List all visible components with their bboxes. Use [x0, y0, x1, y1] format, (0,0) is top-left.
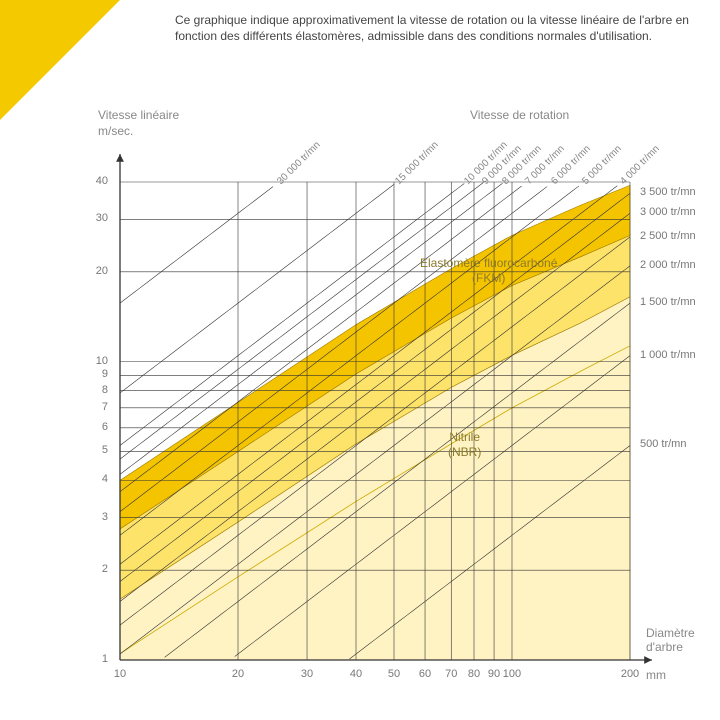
- y-tick: 7: [78, 401, 108, 413]
- y-tick: 8: [78, 384, 108, 396]
- rpm-label: 3 500 tr/mn: [640, 186, 696, 198]
- x-tick: 80: [468, 668, 480, 680]
- y-tick: 4: [78, 473, 108, 485]
- region-label-nbr: Nitrile(NBR): [448, 430, 481, 460]
- rpm-label: 1 000 tr/mn: [640, 349, 696, 361]
- x-tick: 70: [445, 668, 457, 680]
- speed-chart: [0, 0, 720, 720]
- rpm-label: 500 tr/mn: [640, 438, 686, 450]
- region-label-fkm: Elastomère fluorocarboné(FKM): [420, 256, 557, 286]
- y-tick: 2: [78, 563, 108, 575]
- y-tick: 10: [78, 355, 108, 367]
- x-tick: 200: [621, 668, 639, 680]
- x-tick: 90: [488, 668, 500, 680]
- x-tick: 30: [301, 668, 313, 680]
- y-tick: 30: [78, 212, 108, 224]
- rpm-label: 2 000 tr/mn: [640, 259, 696, 271]
- x-tick: 100: [503, 668, 521, 680]
- y-tick: 40: [78, 175, 108, 187]
- rpm-label: 3 000 tr/mn: [640, 206, 696, 218]
- y-tick: 20: [78, 265, 108, 277]
- y-tick: 9: [78, 368, 108, 380]
- x-tick: 60: [419, 668, 431, 680]
- y-tick: 5: [78, 444, 108, 456]
- rpm-label: 2 500 tr/mn: [640, 230, 696, 242]
- x-tick: 40: [350, 668, 362, 680]
- x-tick: 50: [388, 668, 400, 680]
- y-tick: 1: [78, 653, 108, 665]
- x-tick: 20: [232, 668, 244, 680]
- x-tick: 10: [114, 668, 126, 680]
- y-tick: 6: [78, 421, 108, 433]
- y-tick: 3: [78, 511, 108, 523]
- rpm-label: 1 500 tr/mn: [640, 296, 696, 308]
